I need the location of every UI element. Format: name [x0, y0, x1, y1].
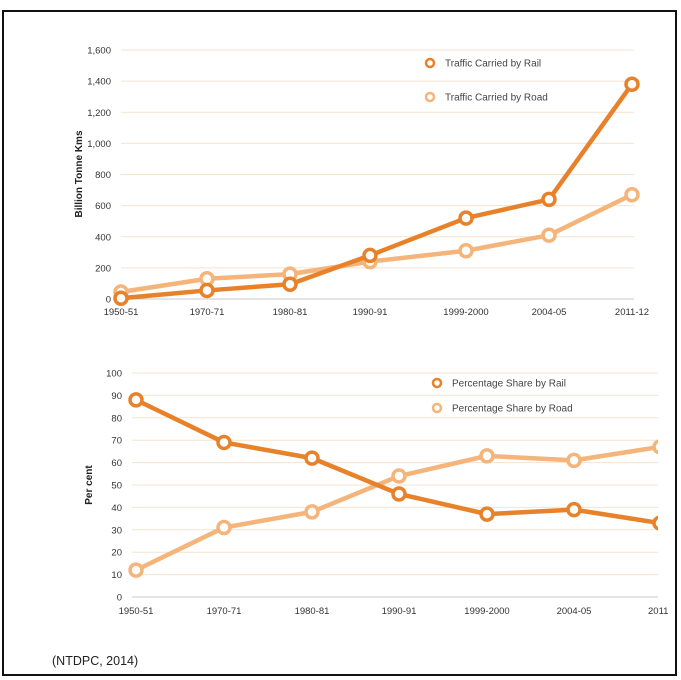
- chart1-line-rail: [120, 82, 634, 301]
- chart1-point-rail: [624, 76, 640, 92]
- chart1-ytick-label: 1,600: [87, 46, 111, 57]
- chart2-ytick-label: 30: [111, 525, 122, 536]
- chart2-series-rail: [128, 392, 658, 531]
- chart2-xtick-label: 1990-91: [382, 606, 417, 617]
- chart2-ytick-label: 20: [111, 548, 122, 559]
- chart2-xtick-label: 1980-81: [295, 606, 330, 617]
- chart1-point-rail: [541, 191, 557, 208]
- chart1-legend-marker-road: [424, 91, 436, 103]
- chart1-ytick-label: 1,400: [87, 77, 111, 88]
- chart1-point-road: [541, 227, 557, 243]
- citation-text: (NTDPC, 2014): [52, 654, 139, 668]
- chart1-point-rail: [199, 282, 215, 299]
- chart2-point-rail: [216, 434, 232, 451]
- chart2-point-rail: [566, 501, 582, 518]
- chart1-point-rail: [458, 210, 474, 226]
- chart2-ytick-label: 80: [111, 413, 122, 424]
- chart1-xtick-label: 2004-05: [532, 307, 567, 318]
- chart2-ytick-label: 60: [111, 458, 122, 469]
- chart1-legend-marker-rail: [424, 57, 436, 69]
- chart1-legend-label-rail: Traffic Carried by Rail: [445, 59, 541, 70]
- chart1-ytick-label: 800: [95, 170, 111, 181]
- chart2-point-rail: [391, 486, 407, 502]
- chart1-ytick-label: 200: [95, 263, 111, 274]
- chart2-point-road: [566, 452, 582, 469]
- chart1-point-rail: [282, 276, 298, 292]
- chart2-legend-label-rail: Percentage Share by Rail: [452, 379, 566, 390]
- chart1-ytick-label: 1,000: [87, 139, 111, 150]
- chart1-xtick-label: 2011-12: [615, 307, 649, 318]
- chart2-point-road: [652, 439, 658, 455]
- chart1-series-rail: [113, 76, 640, 306]
- chart2-point-road: [216, 519, 232, 536]
- chart2-point-rail: [304, 450, 320, 466]
- chart2-ytick-label: 70: [111, 436, 122, 447]
- chart1-ytick-label: 600: [95, 201, 111, 212]
- chart2-ytick-label: 50: [111, 481, 122, 492]
- chart1-xtick-label: 1950-51: [104, 307, 139, 318]
- chart2-legend-marker-rail: [431, 377, 443, 389]
- chart2-point-road: [391, 468, 407, 484]
- chart2-point-road: [479, 448, 495, 464]
- chart2-xtick-label: 1999-2000: [464, 606, 509, 617]
- figure-frame: [2, 10, 677, 676]
- chart2-ytick-label: 90: [111, 391, 122, 402]
- chart1-point-rail: [362, 247, 378, 264]
- chart2-point-road: [304, 504, 320, 520]
- chart1-y-axis-label: Billion Tonne Kms: [74, 130, 85, 217]
- chart2-legend-label-road: Percentage Share by Road: [452, 404, 573, 415]
- chart2-point-road: [128, 562, 144, 578]
- chart2-ytick-label: 100: [106, 369, 122, 380]
- chart1-series-road: [113, 186, 640, 300]
- chart1-line-road: [120, 192, 633, 295]
- chart1-point-rail: [113, 290, 129, 306]
- chart2-xtick-label: 1950-51: [119, 606, 154, 617]
- chart2-ytick-label: 10: [111, 570, 122, 581]
- chart1-point-road: [458, 243, 474, 259]
- chart1-legend-label-road: Traffic Carried by Road: [445, 93, 548, 104]
- chart1-xtick-label: 1970-71: [190, 307, 225, 318]
- chart1-ytick-label: 0: [106, 295, 111, 306]
- chart2-legend-marker-road: [431, 402, 443, 414]
- chart1-xtick-label: 1999-2000: [443, 307, 488, 318]
- chart1-xtick-label: 1990-91: [353, 307, 388, 318]
- chart1-ytick-label: 1,200: [87, 108, 111, 119]
- chart2-xtick-label: 2004-05: [557, 606, 592, 617]
- chart2-series-road: [128, 439, 658, 578]
- chart2-xtick-label: 2011: [648, 606, 668, 617]
- chart2-ytick-label: 40: [111, 503, 122, 514]
- chart2-point-rail: [479, 506, 495, 522]
- chart2-point-rail: [652, 515, 658, 531]
- chart2-y-axis-label: Per cent: [84, 465, 95, 505]
- chart2-xtick-label: 1970-71: [207, 606, 242, 617]
- chart2-ytick-label: 0: [117, 593, 122, 604]
- chart2-point-rail: [128, 392, 144, 408]
- chart1-ytick-label: 400: [95, 232, 111, 243]
- chart1-point-road: [624, 186, 640, 203]
- chart1-xtick-label: 1980-81: [273, 307, 308, 318]
